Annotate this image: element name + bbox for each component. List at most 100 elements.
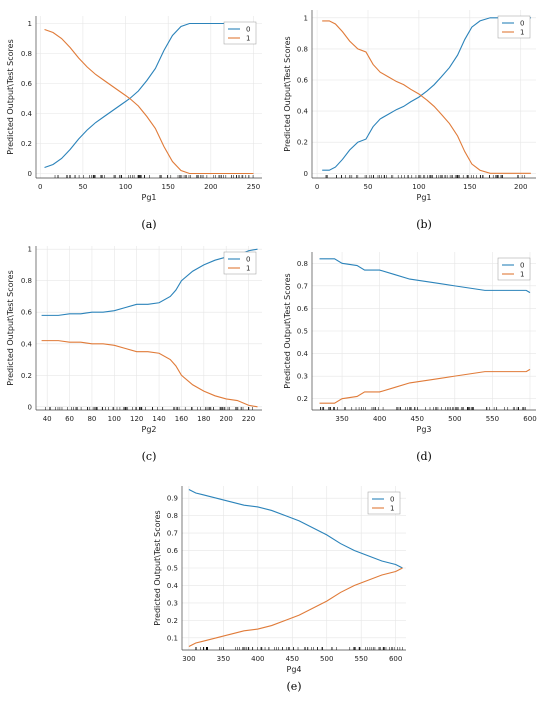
y-tick-label: 0.8 xyxy=(21,277,32,285)
series-line-0 xyxy=(44,22,254,169)
x-tick-label: 100 xyxy=(108,415,121,423)
subfigure-caption: (d) xyxy=(416,450,432,463)
chart-d: 350 400 450 500 550 600 0.2 0.3 0.4 0.5 0.6 0.7 0.8 0… xyxy=(283,252,537,463)
x-axis-label: Pg1 xyxy=(417,193,432,202)
legend-label-1: 1 xyxy=(520,29,524,37)
x-tick-label: 350 xyxy=(335,415,348,423)
subfigure-caption: (e) xyxy=(286,680,301,693)
y-tick-label: 1 xyxy=(304,14,308,22)
x-tick-label: 160 xyxy=(175,415,188,423)
y-axis-label: Predicted Output\Test Scores xyxy=(6,39,15,154)
y-axis-label: Predicted Output\Test Scores xyxy=(153,510,162,625)
legend-box xyxy=(223,21,257,45)
y-tick-label: 0.8 xyxy=(21,50,32,58)
y-tick-label: 0 xyxy=(28,403,32,411)
x-axis-label: Pg2 xyxy=(142,425,157,434)
x-tick-label: 350 xyxy=(217,655,230,663)
y-tick-label: 0.2 xyxy=(297,139,308,147)
y-tick-label: 0.3 xyxy=(167,599,178,607)
x-tick-label: 200 xyxy=(514,183,527,191)
x-tick-label: 60 xyxy=(65,415,74,423)
x-tick-label: 400 xyxy=(373,415,386,423)
y-tick-label: 0.3 xyxy=(297,373,308,381)
legend-box xyxy=(497,257,531,281)
y-tick-label: 0.6 xyxy=(21,309,33,317)
x-tick-label: 250 xyxy=(247,183,260,191)
y-tick-label: 0.2 xyxy=(297,395,308,403)
x-tick-label: 200 xyxy=(204,183,217,191)
x-tick-label: 150 xyxy=(463,183,476,191)
legend-label-1: 1 xyxy=(246,35,250,43)
x-tick-label: 80 xyxy=(87,415,96,423)
x-tick-label: 100 xyxy=(412,183,425,191)
x-tick-label: 100 xyxy=(119,183,132,191)
subfigure-caption: (b) xyxy=(416,218,432,231)
x-tick-label: 180 xyxy=(197,415,210,423)
y-tick-label: 0.4 xyxy=(297,350,309,358)
x-tick-label: 50 xyxy=(364,183,373,191)
y-tick-label: 0 xyxy=(304,170,308,178)
y-tick-label: 0.6 xyxy=(167,547,179,555)
y-axis-label: Predicted Output\Test Scores xyxy=(283,36,292,151)
subfigure-caption: (c) xyxy=(142,450,157,463)
x-tick-label: 300 xyxy=(182,655,195,663)
y-tick-label: 0.7 xyxy=(297,282,308,290)
x-tick-label: 140 xyxy=(152,415,165,423)
y-tick-label: 0.6 xyxy=(297,77,309,85)
legend-label-0: 0 xyxy=(246,256,250,264)
legend-label-0: 0 xyxy=(390,496,394,504)
series-line-1 xyxy=(319,368,531,404)
series-line-1 xyxy=(322,20,531,174)
series-line-1 xyxy=(41,340,258,408)
y-tick-label: 1 xyxy=(28,246,32,254)
chart-e: 300 350 400 450 500 550 600 0.1 0.2 0.3 0.4 0.5 0.6 0… xyxy=(153,486,406,693)
y-tick-label: 0 xyxy=(28,170,32,178)
series-line-0 xyxy=(322,17,531,171)
x-tick-label: 500 xyxy=(448,415,461,423)
legend-label-1: 1 xyxy=(390,505,394,513)
x-tick-label: 450 xyxy=(411,415,424,423)
chart-c: 40 60 80 100 120 140 160 180 200 220 0 0.2 0.4 0.6 0.8… xyxy=(6,246,262,463)
y-tick-label: 0.6 xyxy=(297,305,309,313)
x-tick-label: 400 xyxy=(251,655,264,663)
legend-box xyxy=(367,491,401,515)
x-tick-label: 200 xyxy=(220,415,233,423)
x-tick-label: 40 xyxy=(43,415,52,423)
legend-label-0: 0 xyxy=(246,26,250,34)
y-tick-label: 0.5 xyxy=(167,565,178,573)
chart-b: 0 50 100 150 20000.20.40.60.8101Pg1Predicted… xyxy=(283,10,536,231)
legend-box xyxy=(497,15,531,39)
y-tick-label: 0.6 xyxy=(21,80,33,88)
y-tick-label: 0.4 xyxy=(167,582,179,590)
y-tick-label: 0.4 xyxy=(21,110,33,118)
x-tick-label: 550 xyxy=(355,655,368,663)
x-tick-label: 0 xyxy=(38,183,42,191)
legend-box xyxy=(223,251,257,275)
series-line-1 xyxy=(44,28,254,175)
y-axis-label: Predicted Output\Test Scores xyxy=(6,270,15,385)
y-tick-label: 0.9 xyxy=(167,495,178,503)
y-tick-label: 0.8 xyxy=(297,45,308,53)
x-axis-label: Pg3 xyxy=(417,425,432,434)
y-tick-label: 0.2 xyxy=(21,140,32,148)
x-tick-label: 0 xyxy=(315,183,319,191)
x-axis-label: Pg4 xyxy=(287,665,302,674)
x-tick-label: 220 xyxy=(242,415,255,423)
y-tick-label: 0.1 xyxy=(167,634,178,642)
x-tick-label: 120 xyxy=(130,415,143,423)
x-tick-label: 150 xyxy=(162,183,175,191)
series-line-1 xyxy=(188,567,403,648)
y-tick-label: 0.4 xyxy=(297,108,309,116)
x-tick-label: 600 xyxy=(389,655,402,663)
legend-label-0: 0 xyxy=(520,262,524,270)
y-axis-label: Predicted Output\Test Scores xyxy=(283,273,292,388)
x-tick-label: 450 xyxy=(286,655,299,663)
y-tick-label: 0.8 xyxy=(167,512,178,520)
x-tick-label: 500 xyxy=(320,655,333,663)
series-line-0 xyxy=(188,488,403,569)
x-tick-label: 600 xyxy=(523,415,536,423)
y-tick-label: 1 xyxy=(28,20,32,28)
y-tick-label: 0.4 xyxy=(21,340,33,348)
y-tick-label: 0.2 xyxy=(167,617,178,625)
